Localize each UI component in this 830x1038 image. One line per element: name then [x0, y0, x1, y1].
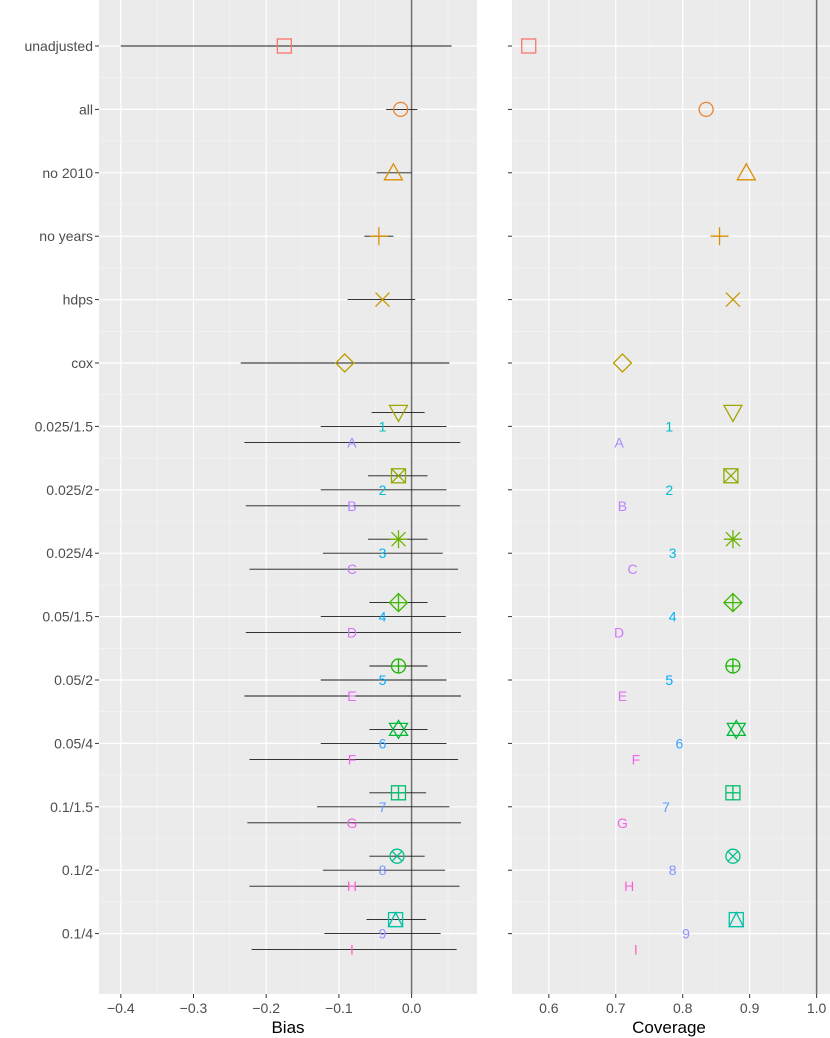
coverage-panel: 0.6 0.7 0.8 0.9 1.0 1 2 3 4 5 6 7 8 9 A B C D E F G H I: [508, 0, 830, 1016]
main-point: [612, 353, 633, 373]
number-series-point: 3: [669, 545, 677, 561]
main-point: [725, 848, 741, 864]
main-point: [369, 227, 388, 246]
y-tick-label: 0.1/1.5: [50, 799, 93, 815]
letter-series-point: D: [347, 625, 357, 641]
number-series-point: 4: [669, 609, 677, 625]
main-point: [723, 592, 743, 613]
y-axis: unadjusted all no 2010 no years hdps cox 0.025…: [24, 38, 93, 942]
number-series-point: 5: [379, 672, 387, 688]
y-tick-label: unadjusted: [24, 38, 93, 54]
main-point: [388, 719, 409, 740]
number-series-point: 6: [379, 735, 387, 751]
y-tick-label: all: [79, 101, 93, 117]
number-series-point: 1: [379, 418, 387, 434]
letter-series-point: E: [347, 688, 356, 704]
letter-series-point: F: [348, 751, 357, 767]
coverage-background: [512, 0, 830, 994]
main-point: [710, 227, 729, 246]
coverage-axis-title: Coverage: [632, 1018, 706, 1037]
main-point: [736, 162, 757, 181]
main-point: [728, 911, 745, 928]
main-point: [723, 468, 739, 484]
letter-series-point: H: [624, 878, 634, 894]
letter-series-point: D: [614, 625, 624, 641]
main-point: [521, 38, 537, 54]
y-tick-label: 0.1/4: [62, 926, 93, 942]
main-point: [726, 719, 747, 740]
number-series-point: 7: [379, 799, 387, 815]
main-point: [388, 404, 409, 423]
number-series-point: 3: [379, 545, 387, 561]
number-series-point: 1: [665, 418, 673, 434]
bias-xtick-label: 0.0: [402, 1000, 422, 1016]
main-point: [725, 658, 741, 674]
main-point: [389, 530, 408, 549]
letter-series-point: C: [347, 561, 357, 577]
y-tick-label: 0.025/1.5: [35, 418, 94, 434]
letter-series-point: I: [634, 942, 638, 958]
number-series-point: 2: [665, 482, 673, 498]
y-tick-label: hdps: [63, 292, 93, 308]
bias-xtick-label: −0.4: [107, 1000, 135, 1016]
letter-series-point: E: [618, 688, 627, 704]
main-point: [725, 292, 741, 308]
letter-series-point: C: [627, 561, 637, 577]
main-point: [334, 353, 355, 373]
y-tick-label: no years: [39, 228, 93, 244]
main-point: [389, 848, 405, 864]
letter-series-point: A: [347, 434, 357, 450]
letter-series-point: I: [350, 942, 354, 958]
bias-xtick-label: −0.2: [252, 1000, 280, 1016]
main-point: [723, 530, 742, 549]
y-tick-label: no 2010: [42, 165, 93, 181]
main-point: [388, 592, 409, 613]
coverage-xtick-label: 0.9: [740, 1000, 760, 1016]
coverage-xtick-label: 0.7: [606, 1000, 626, 1016]
main-point: [722, 404, 744, 423]
number-series-point: 9: [682, 926, 690, 942]
letter-series-point: G: [347, 815, 358, 831]
main-point: [390, 785, 407, 801]
letter-series-point: B: [347, 498, 356, 514]
y-tick-label: 0.025/4: [46, 545, 93, 561]
y-tick-label: 0.1/2: [62, 862, 93, 878]
main-point: [390, 468, 407, 484]
number-series-point: 6: [675, 735, 683, 751]
main-point: [393, 101, 409, 118]
main-point: [276, 38, 293, 54]
letter-series-point: H: [347, 878, 357, 894]
y-tick-label: cox: [71, 355, 93, 371]
letter-series-point: B: [618, 498, 627, 514]
number-series-point: 2: [379, 482, 387, 498]
main-point: [387, 911, 404, 928]
letter-series-point: A: [614, 434, 624, 450]
number-series-point: 4: [379, 609, 387, 625]
main-point: [725, 785, 741, 801]
number-series-point: 5: [665, 672, 673, 688]
bias-xtick-label: −0.3: [180, 1000, 208, 1016]
bias-xtick-label: −0.1: [325, 1000, 353, 1016]
number-series-point: 8: [669, 862, 677, 878]
coverage-xtick-label: 0.8: [673, 1000, 693, 1016]
y-tick-label: 0.05/1.5: [42, 609, 93, 625]
bias-background: [99, 0, 477, 994]
letter-series-point: G: [617, 815, 628, 831]
number-series-point: 8: [379, 862, 387, 878]
letter-series-point: F: [632, 751, 641, 767]
coverage-xtick-label: 0.6: [539, 1000, 559, 1016]
number-series-point: 7: [662, 799, 670, 815]
y-tick-label: 0.025/2: [46, 482, 93, 498]
coverage-xtick-label: 1.0: [807, 1000, 827, 1016]
y-tick-label: 0.05/4: [54, 735, 93, 751]
bias-panel: −0.4 −0.3 −0.2 −0.1 0.0 1 2 3 4 5 6 7 8 9 A B C D E F G H I: [95, 0, 477, 1016]
y-tick-label: 0.05/2: [54, 672, 93, 688]
main-point: [698, 101, 714, 118]
number-series-point: 9: [379, 926, 387, 942]
main-point: [375, 292, 390, 308]
bias-axis-title: Bias: [271, 1018, 304, 1037]
main-point: [390, 658, 407, 674]
main-point: [383, 162, 404, 181]
